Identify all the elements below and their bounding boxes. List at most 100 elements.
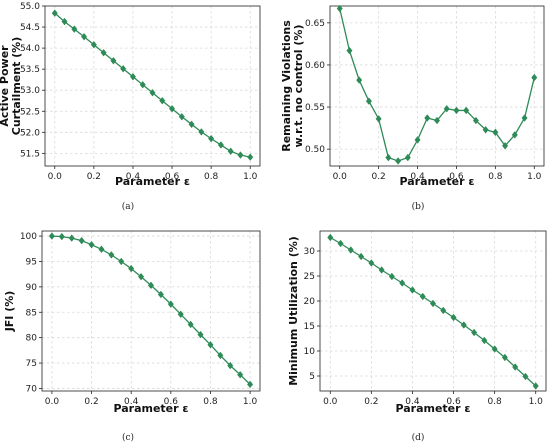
data-point: [169, 104, 176, 113]
y-tick-label: 75: [26, 359, 37, 369]
data-point: [98, 245, 105, 254]
data-point: [532, 382, 539, 390]
x-tick-label: 1.0: [527, 172, 542, 182]
data-point: [511, 131, 518, 139]
y-tick-label: 25: [304, 272, 315, 282]
x-tick-label: 0.6: [446, 397, 461, 407]
data-point: [120, 64, 127, 73]
data-point: [207, 340, 214, 349]
x-axis-label: Parameter ε: [115, 175, 190, 188]
x-tick-label: 0.2: [364, 397, 378, 407]
x-tick-label: 0.6: [449, 172, 464, 182]
data-point: [409, 286, 416, 294]
data-point: [443, 104, 450, 113]
data-point: [358, 252, 365, 261]
panel-caption: (d): [412, 432, 425, 443]
y-tick-label: 70: [26, 384, 38, 394]
data-point: [429, 299, 437, 308]
data-point: [378, 266, 385, 274]
y-tick-label: 95: [26, 257, 37, 267]
chart-panel-3: 0.0 0.2 0.4 0.6 0.8 1.0 70 75 80 85 90 95 100 Paramet…: [3, 230, 261, 443]
x-axis-label: Parameter ε: [399, 175, 474, 188]
data-point: [375, 115, 382, 123]
data-point: [501, 353, 508, 362]
data-point: [51, 9, 58, 17]
data-point: [336, 4, 343, 13]
data-point: [399, 279, 406, 287]
y-axis-label: w.r.t. no control (%): [292, 25, 305, 148]
data-point: [346, 46, 353, 55]
data-point: [512, 363, 519, 371]
data-point: [385, 153, 392, 162]
data-point: [108, 251, 115, 259]
data-point: [237, 151, 244, 159]
data-point: [482, 125, 489, 134]
data-point: [139, 80, 146, 89]
x-tick-label: 0.8: [488, 172, 503, 182]
panel-caption: (c): [122, 432, 134, 443]
data-point: [433, 116, 441, 125]
data-point: [208, 134, 215, 143]
x-tick-label: 1.0: [243, 397, 258, 407]
data-point: [419, 292, 426, 301]
data-point: [414, 136, 421, 144]
series-line: [339, 8, 535, 162]
x-tick-label: 0.8: [487, 397, 502, 407]
chart-panel-1: 0.0 0.2 0.4 0.6 0.8 1.0 51.5 52.0 52.5 53.0 53.5 54…: [0, 2, 261, 212]
y-tick-label: 54.0: [20, 44, 40, 54]
data-point: [460, 321, 467, 329]
y-tick-label: 55.0: [20, 2, 40, 12]
x-tick-label: 0.2: [371, 172, 385, 182]
data-point: [90, 40, 97, 49]
data-point: [198, 128, 205, 136]
x-tick-label: 0.4: [126, 172, 141, 182]
x-tick-label: 0.0: [323, 397, 338, 407]
y-tick-label: 30: [304, 247, 316, 257]
y-axis-label: Minimum Utilization (%): [287, 236, 300, 386]
y-tick-label: 52.0: [20, 128, 40, 138]
y-tick-label: 0.50: [305, 145, 325, 155]
data-point: [368, 259, 375, 267]
y-axis-label: Remaining Violations: [280, 20, 293, 152]
x-tick-label: 0.0: [333, 172, 348, 182]
data-point: [471, 328, 478, 337]
data-point: [149, 88, 156, 97]
data-point: [463, 106, 470, 115]
y-tick-label: 54.5: [20, 23, 40, 33]
data-point: [502, 141, 509, 150]
data-point: [61, 17, 68, 26]
y-axis-label: JFI (%): [3, 291, 16, 333]
data-point: [147, 281, 155, 290]
data-point: [450, 313, 457, 322]
data-point: [188, 120, 195, 129]
x-tick-label: 0.4: [410, 172, 425, 182]
y-tick-label: 80: [26, 334, 38, 344]
data-point: [388, 272, 395, 281]
data-point: [404, 153, 411, 162]
y-tick-label: 15: [304, 322, 315, 332]
data-point: [531, 73, 538, 82]
data-point: [81, 32, 88, 41]
x-tick-label: 0.2: [87, 172, 101, 182]
data-point: [71, 25, 78, 33]
data-point: [522, 372, 529, 381]
y-axis-label: Curtailment (%): [10, 37, 23, 135]
data-point: [337, 239, 344, 248]
data-point: [521, 114, 528, 122]
x-tick-label: 0.0: [45, 397, 60, 407]
y-tick-label: 20: [304, 297, 316, 307]
data-point: [356, 76, 363, 84]
data-point: [472, 116, 479, 125]
data-point: [78, 236, 85, 245]
chart-panel-4: 0.0 0.2 0.4 0.6 0.8 1.0 5 10 15 20 25 30 Parameter ε…: [287, 230, 547, 443]
y-axis-label: Active Power: [0, 45, 11, 127]
plot-frame: [41, 230, 261, 392]
data-point: [453, 106, 460, 115]
data-point: [217, 141, 224, 149]
data-point: [187, 320, 194, 329]
data-point: [440, 306, 447, 315]
data-point: [217, 351, 224, 360]
data-point: [167, 300, 174, 308]
x-tick-label: 0.6: [164, 397, 179, 407]
x-axis-label: Parameter ε: [113, 402, 188, 415]
